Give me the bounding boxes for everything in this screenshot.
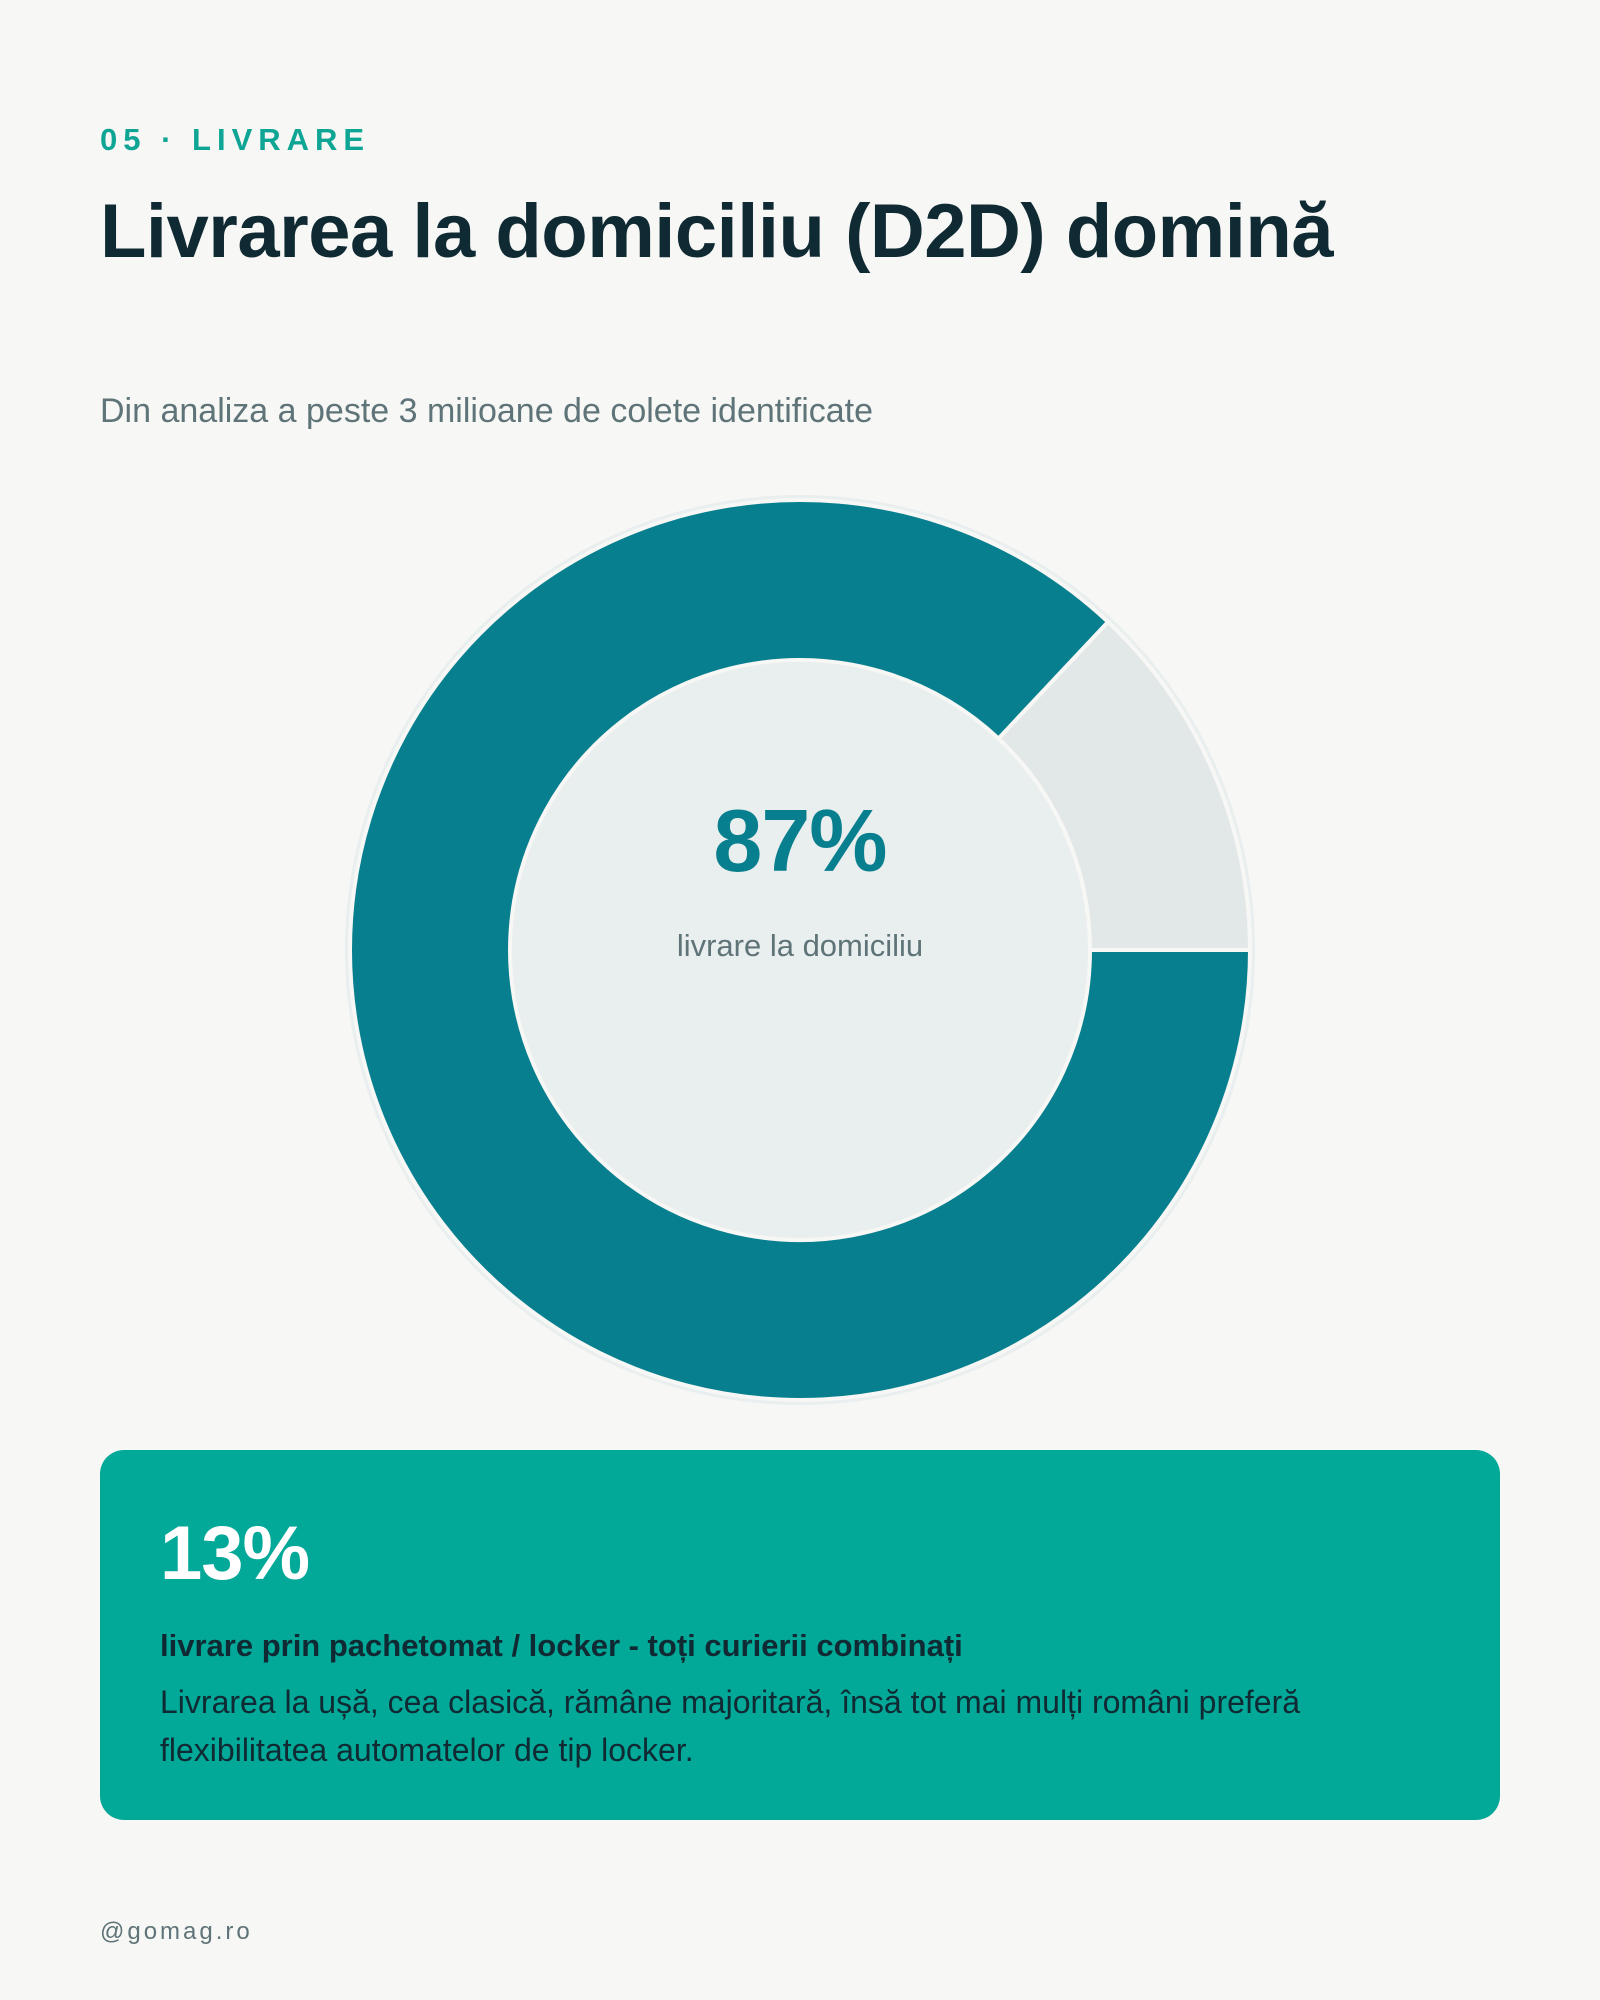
highlight-text: Livrarea la ușă, cea clasică, rămâne maj… [160, 1684, 1301, 1768]
donut-halo [345, 495, 1255, 1405]
section-eyebrow: 05 · LIVRARE [100, 122, 371, 157]
footer-handle: @gomag.ro [100, 1918, 253, 1945]
page-subtitle: Din analiza a peste 3 milioane de colete… [100, 392, 874, 430]
highlight-card: 13% livrare prin pachetomat / locker - t… [100, 1450, 1500, 1820]
donut-center-label: livrare la domiciliu [676, 928, 924, 963]
highlight-heading: livrare prin pachetomat / locker - toți … [160, 1628, 963, 1663]
donut-slice-home-delivery [348, 498, 1253, 1402]
highlight-value: 13% [160, 1511, 310, 1596]
donut-slice-locker [995, 619, 1253, 952]
page-title: Livrarea la domiciliu (D2D) domină [100, 189, 1334, 274]
donut-center-value: 87% [713, 791, 887, 890]
